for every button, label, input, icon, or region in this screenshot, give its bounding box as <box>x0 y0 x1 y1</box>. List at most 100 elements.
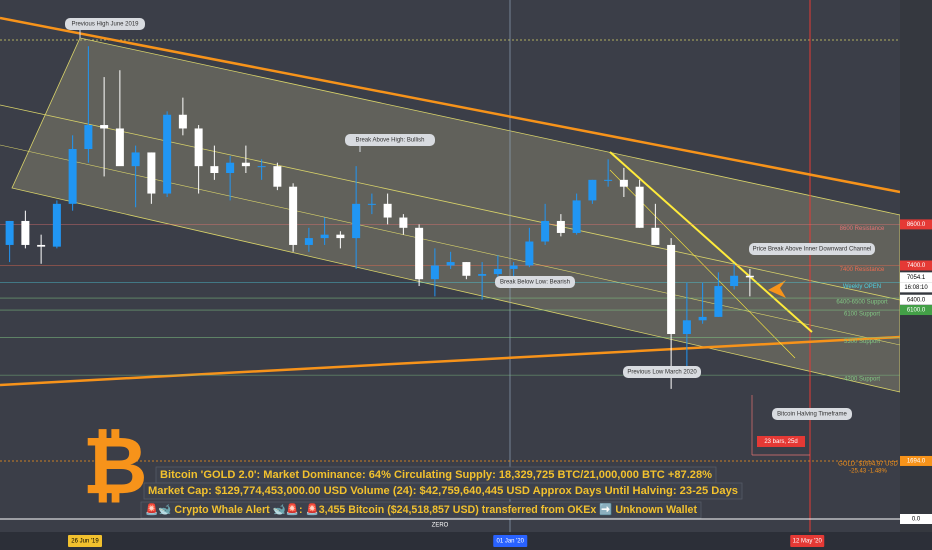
annotation: Break Below Low: Bearish <box>500 280 570 286</box>
time-axis <box>0 532 932 550</box>
price-label-box <box>900 219 932 230</box>
candle-body <box>147 152 156 194</box>
candle-body <box>572 200 581 233</box>
candle-body <box>367 203 376 205</box>
marks <box>0 30 900 520</box>
annotation-box <box>345 134 435 146</box>
gold-label: GOLD: $1694.97 USD <box>838 462 898 468</box>
annotation: Previous Low March 2020 <box>627 370 697 376</box>
candle-body <box>446 262 455 266</box>
candle-body <box>257 166 266 168</box>
price-label-box <box>900 272 932 283</box>
candle-body <box>273 166 282 187</box>
level-label: 6400-6500 Support <box>836 300 888 306</box>
candle-body <box>399 217 408 228</box>
price-label-box <box>900 260 932 271</box>
level-label: 8600 Resistance <box>840 226 885 232</box>
price-label: 0.0 <box>912 517 921 523</box>
level-label: Weekly OPEN <box>843 284 881 290</box>
trendline <box>0 16 901 194</box>
info-box <box>140 501 702 519</box>
zero-label: ZERO <box>432 523 449 529</box>
x-tick-label: 26 Jun '19 <box>71 539 99 545</box>
candle-body <box>226 162 235 173</box>
info-text: Market Cap: $129,774,453,000.00 USD Volu… <box>148 485 738 497</box>
candle-body <box>698 316 707 321</box>
candle-body <box>525 241 534 266</box>
price-label-box <box>900 305 932 316</box>
candle-body <box>541 220 550 242</box>
info-box <box>143 482 743 500</box>
candle-body <box>478 274 487 276</box>
candle-body <box>210 166 219 173</box>
channel-line <box>0 104 901 301</box>
candle-body <box>588 179 597 201</box>
candle-body <box>383 203 392 218</box>
logo: ₿ <box>82 421 147 510</box>
labels: 8600 Resistance 7400 Resistance Weekly OPE… <box>65 18 932 547</box>
candle-body <box>336 234 345 239</box>
candle-body <box>714 286 723 317</box>
x-tick-label: 12 May '20 <box>793 539 823 545</box>
candle-body <box>682 320 691 335</box>
candle-body <box>5 220 14 245</box>
candle-body <box>289 186 298 245</box>
trendline <box>609 151 813 333</box>
annotation: Bitcoin Halving Timeframe <box>777 412 847 418</box>
candle-body <box>556 220 565 233</box>
candle-body <box>52 203 61 247</box>
info-text: Bitcoin 'GOLD 2.0': Market Dominance: 64… <box>160 469 712 481</box>
candle-body <box>84 125 93 150</box>
candle-body <box>163 114 172 194</box>
candle-body <box>745 275 754 278</box>
arrow <box>768 280 786 298</box>
candle-body <box>131 152 140 167</box>
candle-body <box>604 179 613 181</box>
annotation-box <box>65 18 145 30</box>
bars-label: 23 bars, 25d <box>764 439 797 445</box>
bars-box <box>757 436 805 447</box>
price-label: 7054.1 <box>907 275 926 281</box>
x-tick-box <box>493 535 528 547</box>
gold-change: -25.43 -1.48% <box>849 469 887 475</box>
annotation-box <box>623 366 701 378</box>
candle-body <box>100 125 109 129</box>
candle-body <box>462 262 471 276</box>
annotation: Previous High June 2019 <box>71 22 139 28</box>
candle-body <box>21 220 30 245</box>
clock-box <box>900 282 932 293</box>
level-label: 5300 Support <box>844 339 880 345</box>
candle-body <box>37 244 46 247</box>
price-label: 6400.0 <box>907 297 926 303</box>
annotation-box <box>495 276 575 288</box>
trendline <box>0 335 901 387</box>
candle-body <box>115 128 124 167</box>
price-label-box <box>900 455 932 466</box>
price-label-box <box>900 294 932 305</box>
level-label: 7400 Resistance <box>840 267 885 273</box>
candle-body <box>320 234 329 239</box>
candle-body <box>667 244 676 335</box>
candle-body <box>415 227 424 280</box>
candle-body <box>178 114 187 129</box>
candle-body <box>352 203 361 239</box>
price-label-box <box>900 514 932 524</box>
x-tick-label: 01 Jan '20 <box>496 539 524 545</box>
clock: 16:08:10 <box>904 285 928 291</box>
x-tick-box <box>68 535 102 547</box>
level-label: 6100 Support <box>844 312 880 318</box>
candle-body <box>430 265 439 280</box>
annotation: Break Above High: Bullish <box>355 138 424 144</box>
info-text: 🚨🐋 Crypto Whale Alert 🐋🚨: 🚨3,455 Bitcoin… <box>145 503 697 516</box>
annotation-box <box>749 243 875 255</box>
price-label: 7400.0 <box>907 263 926 269</box>
level-label: 4200 Support <box>844 377 880 383</box>
annotation: Price Break Above Inner Downward Channel <box>753 247 872 253</box>
x-tick-box <box>790 535 825 547</box>
candle-body <box>304 238 313 245</box>
candle-body <box>635 186 644 228</box>
price-label: 6100.0 <box>907 308 926 314</box>
candle-body <box>194 128 203 167</box>
candle-body <box>68 149 77 204</box>
